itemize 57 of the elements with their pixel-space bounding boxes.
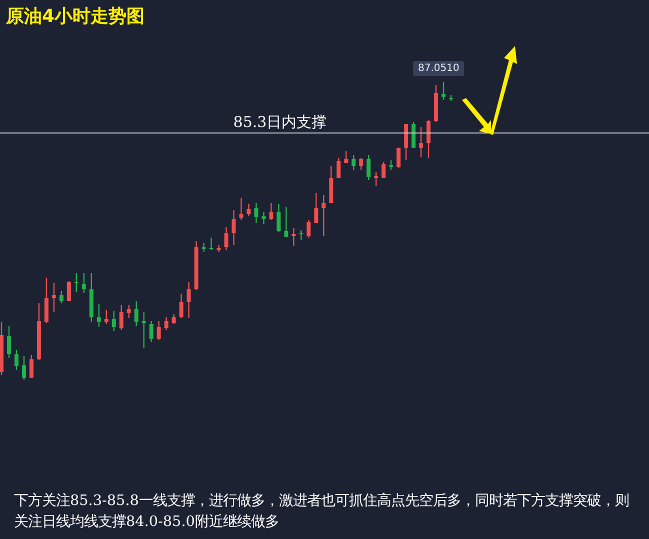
candlestick <box>232 210 236 246</box>
candlestick <box>389 159 394 171</box>
candlestick <box>374 171 378 187</box>
candlestick <box>59 290 64 304</box>
candlestick <box>66 280 71 302</box>
candlestick <box>172 314 176 325</box>
candlestick <box>209 237 214 251</box>
candlestick <box>276 203 281 232</box>
candlestick <box>104 309 108 325</box>
candlestick <box>44 277 48 324</box>
candlestick <box>442 82 446 100</box>
candlestick <box>382 161 386 179</box>
candlestick <box>426 120 431 159</box>
candlestick <box>164 316 168 331</box>
candlestick <box>179 293 184 319</box>
candlestick <box>284 206 288 238</box>
candlestick <box>119 304 124 331</box>
candlestick <box>126 304 131 319</box>
candlestick <box>419 126 424 158</box>
candlestick <box>292 227 296 246</box>
candlestick <box>412 121 416 148</box>
candlestick <box>314 192 318 224</box>
candlestick <box>29 354 34 379</box>
candlestick <box>6 325 11 359</box>
text: 下方关注85.3-85.8一线支撑，进行做多，激进者也可抓住高点先空后多，同时若下方支撑突破，则关注日线均线支撑84.0-85.0附近继续做多 <box>14 492 630 532</box>
candlestick <box>254 202 258 224</box>
candlestick <box>156 320 161 341</box>
candlestick <box>112 310 116 332</box>
candlestick <box>142 311 146 349</box>
candlestick <box>22 355 26 380</box>
candlestick <box>306 219 311 238</box>
candlestick <box>14 349 18 370</box>
candlestick <box>366 154 371 181</box>
candlestick <box>82 272 86 294</box>
ref-line-label: 85.3日内支撑 <box>233 112 327 131</box>
candlestick <box>262 211 266 225</box>
candlestick <box>224 226 228 251</box>
text: 87.0510 <box>413 61 464 76</box>
candlestick <box>246 203 251 217</box>
candlestick <box>202 242 206 252</box>
candlestick <box>299 230 304 241</box>
candlestick <box>404 123 408 161</box>
candlestick <box>336 157 341 179</box>
candlestick <box>239 197 244 221</box>
chart-title: 原油4小时走势图 <box>6 5 145 28</box>
candlestick <box>396 147 401 169</box>
candlestick <box>134 300 138 327</box>
candlestick <box>352 154 356 171</box>
candlestick <box>359 157 364 171</box>
candlestick <box>216 244 221 252</box>
candlestick <box>74 272 78 293</box>
candlestick <box>52 282 56 313</box>
candlestick <box>96 303 101 328</box>
candlestick <box>149 320 154 342</box>
candlestick <box>322 194 326 237</box>
candlestick <box>186 281 191 319</box>
candlestick <box>269 202 274 221</box>
